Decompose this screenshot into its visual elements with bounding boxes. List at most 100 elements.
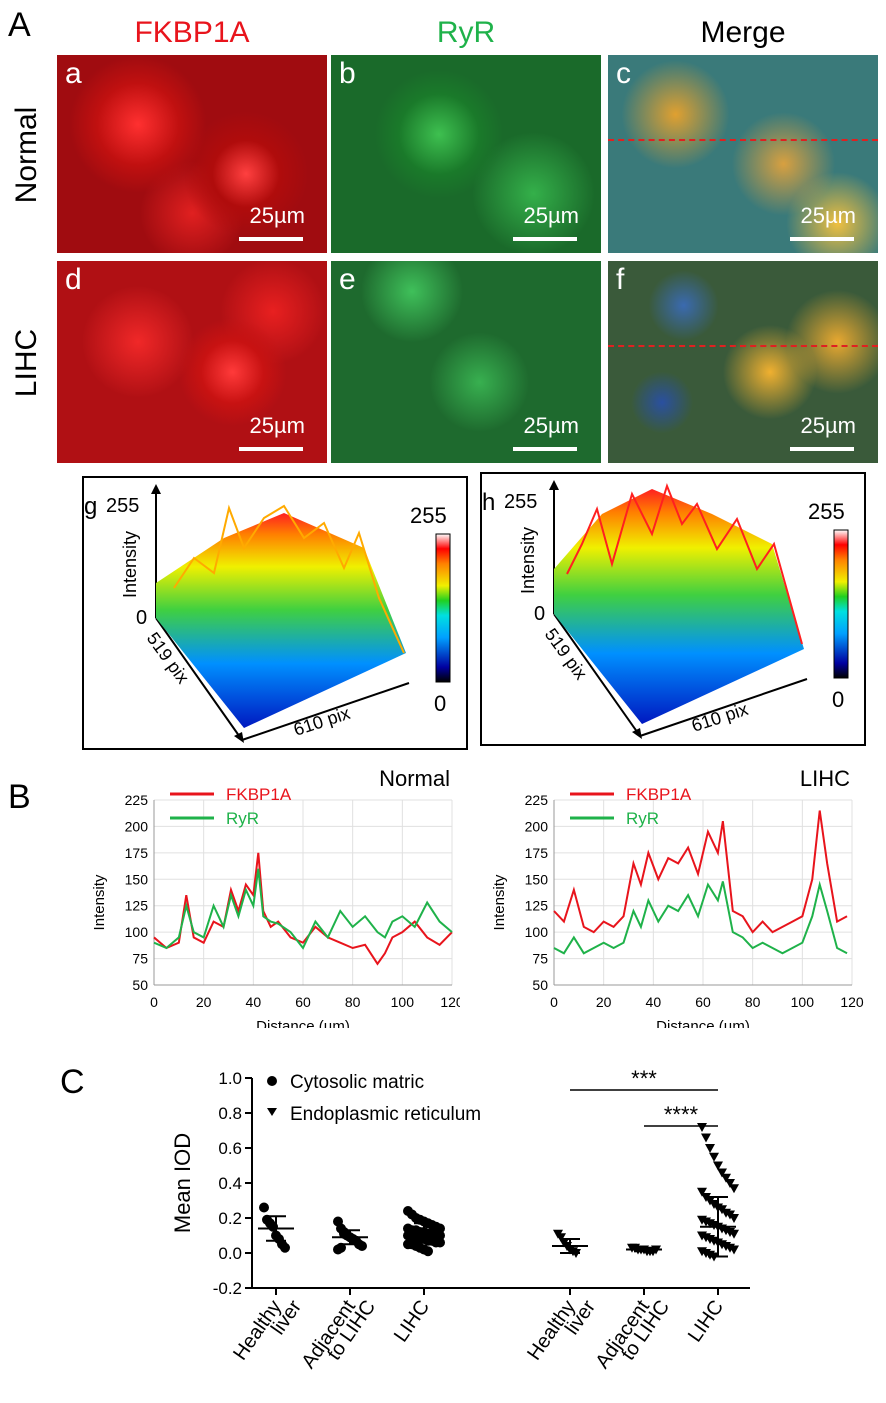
data-point: [357, 1241, 367, 1251]
micrograph-f: f 25µm: [608, 261, 878, 463]
line-profile-marker: [608, 139, 878, 141]
chart-title: LIHC: [800, 766, 850, 791]
y-min-label: 0: [534, 603, 545, 625]
colorbar-max-label: 255: [808, 499, 845, 524]
x-tick-label: 80: [345, 994, 361, 1010]
colorbar-max-label: 255: [410, 503, 447, 528]
x-axis-label-2: 610 pix: [291, 703, 352, 740]
scale-bar: [239, 237, 303, 241]
line-chart-lihc: 50 75 100 125 150 175 200 225 0 20 40 60 80 100 120 FKB…: [491, 766, 864, 1028]
y-axis-label: Intensity: [120, 531, 140, 598]
category-label: LIHC: [390, 1296, 434, 1346]
line-profile-marker: [608, 345, 878, 347]
x-tick-label: 60: [295, 994, 311, 1010]
category-label: LIHC: [684, 1296, 728, 1346]
column-header-ryr: RyR: [436, 16, 496, 49]
significance-label: ***: [631, 1066, 657, 1091]
micrograph-d: d 25µm: [57, 261, 327, 463]
significance-label: ****: [664, 1102, 699, 1127]
colorbar-min-label: 0: [832, 687, 844, 712]
y-axis-label: Mean IOD: [170, 1133, 195, 1233]
y-tick-label: 0.8: [218, 1104, 242, 1123]
y-tick-label: 0.6: [218, 1139, 242, 1158]
colorbar: [435, 533, 451, 683]
data-point: [701, 1133, 711, 1143]
y-max-label: 255: [106, 495, 139, 517]
data-point: [556, 1233, 566, 1243]
image-label-b: b: [339, 57, 356, 90]
surface-plot-g: g 255 0 Intensity 519 pix 610 pix 255 0: [82, 476, 468, 750]
panel-b-letter: B: [8, 778, 31, 816]
column-header-fkbp1a: FKBP1A: [134, 16, 250, 49]
image-label-e: e: [339, 263, 356, 296]
x-tick-label: 40: [646, 994, 662, 1010]
data-point: [729, 1229, 739, 1239]
x-axis-label: Distance (µm): [656, 1018, 750, 1028]
y-tick-label: 225: [125, 792, 149, 808]
panel-a-letter: A: [8, 6, 31, 44]
scale-bar: [790, 237, 854, 241]
x-tick-label: 120: [840, 994, 864, 1010]
colorbar-min-label: 0: [434, 691, 446, 716]
image-label-a: a: [65, 57, 82, 90]
data-point: [339, 1227, 349, 1237]
legend-label: FKBP1A: [226, 785, 292, 804]
y-tick-label: 125: [525, 898, 549, 914]
x-tick-label: 20: [196, 994, 212, 1010]
data-point: [280, 1242, 290, 1253]
micrograph-b: b 25µm: [331, 55, 601, 253]
y-tick-label: 100: [125, 924, 149, 940]
colorbar: [833, 529, 849, 679]
legend-label: Cytosolic matric: [290, 1072, 424, 1093]
x-axis-label: Distance (µm): [256, 1018, 350, 1028]
row-header-normal: Normal: [10, 106, 43, 204]
y-tick-label: 150: [125, 871, 149, 887]
line-chart-normal: 50 75 100 125 150 175 200 225 0 20 40 60 80 100 120 FKB…: [91, 766, 460, 1028]
scale-bar: [239, 447, 303, 451]
y-tick-label: 125: [125, 898, 149, 914]
surface-plot-h: h 255 0 Intensity 519 pix 610 pix 255 0: [480, 472, 866, 746]
scale-bar-label: 25µm: [523, 203, 579, 228]
y-axis-label: Intensity: [518, 527, 538, 594]
series-line-fkbp1a: [553, 810, 848, 934]
data-point: [729, 1214, 739, 1223]
y-tick-label: 50: [132, 977, 148, 993]
y-tick-label: 225: [525, 792, 549, 808]
data-point: [721, 1173, 731, 1183]
micrograph-e: e 25µm: [331, 261, 601, 463]
micrograph-a: a 25µm: [57, 55, 327, 253]
y-tick-label: 75: [532, 951, 548, 967]
x-tick-label: 0: [550, 994, 558, 1010]
y-tick-label: 100: [525, 924, 549, 940]
data-point: [423, 1246, 433, 1257]
y-max-label: 255: [504, 491, 537, 513]
y-tick-label: 200: [525, 818, 549, 834]
x-tick-label: 60: [695, 994, 711, 1010]
micrograph-c: c 25µm: [608, 55, 878, 253]
image-label-f: f: [616, 263, 625, 296]
scatter-chart-mean-iod: -0.2 0.0 0.2 0.4 0.6 0.8 1.0 Mean IOD Cytosolic …: [170, 1066, 750, 1373]
data-point: [705, 1144, 715, 1153]
series-line-ryr: [553, 880, 848, 955]
scale-bar-label: 25µm: [523, 413, 579, 438]
panel-c-letter: C: [60, 1063, 85, 1101]
surface-plot-label: g: [84, 493, 97, 520]
y-tick-label: 0.2: [218, 1209, 242, 1228]
data-point: [259, 1202, 269, 1213]
surface-plot-label: h: [482, 489, 495, 516]
x-tick-label: 80: [745, 994, 761, 1010]
legend-label: RyR: [226, 809, 259, 828]
x-tick-label: 100: [391, 994, 415, 1010]
legend-label: RyR: [626, 809, 659, 828]
series-line-ryr: [153, 868, 453, 950]
y-tick-label: 200: [125, 818, 149, 834]
legend-marker-circle: [267, 1076, 277, 1086]
legend-marker-triangle: [267, 1108, 277, 1116]
y-tick-label: 0.0: [218, 1244, 242, 1263]
row-header-lihc: LIHC: [10, 328, 43, 398]
y-tick-label: 175: [125, 845, 149, 861]
y-tick-label: 150: [525, 871, 549, 887]
column-header-merge: Merge: [700, 16, 786, 49]
legend-label: Endoplasmic reticulum: [290, 1104, 481, 1125]
series-line-fkbp1a: [153, 852, 453, 966]
